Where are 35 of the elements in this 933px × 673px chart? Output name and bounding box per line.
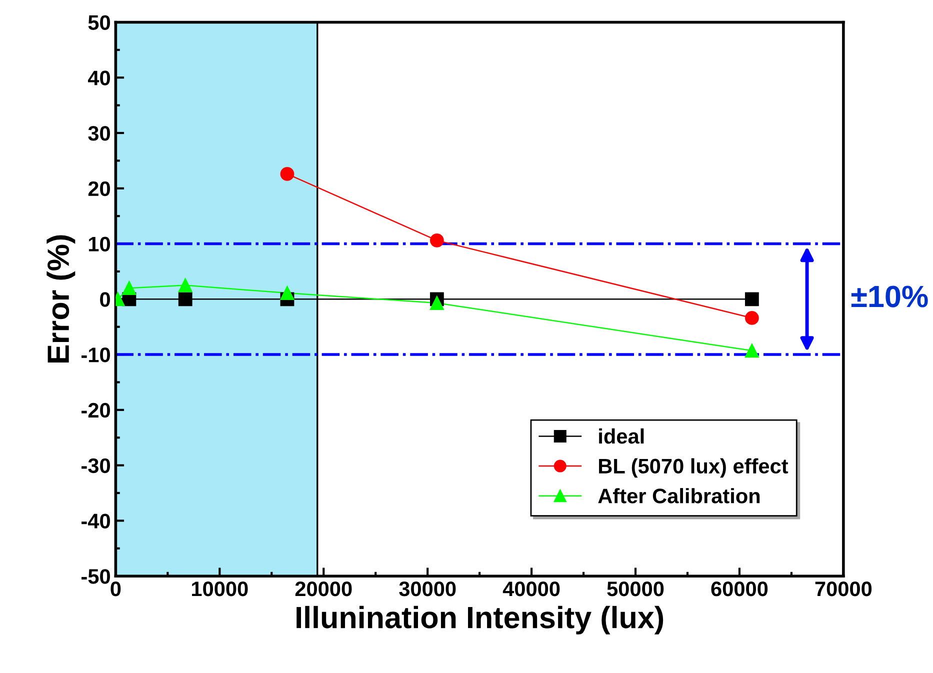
y-tick-label: -30 — [82, 458, 110, 474]
x-tick-label: 70000 — [815, 582, 872, 596]
point — [280, 167, 294, 181]
y-tick-label: 30 — [88, 126, 110, 141]
y-tick-label: 50 — [88, 15, 110, 30]
y-tick-label: 20 — [88, 181, 110, 196]
point — [745, 292, 759, 306]
x-tick-label: 60000 — [711, 582, 768, 596]
x-tick-label: 30000 — [399, 582, 456, 596]
point — [745, 311, 759, 325]
x-axis-title: Illunination Intensity (lux) — [296, 606, 664, 634]
y-tick-label: 0 — [100, 292, 110, 307]
point — [178, 292, 192, 306]
y-tick-label: 10 — [88, 236, 110, 252]
point — [430, 233, 444, 248]
x-tick-label: 50000 — [607, 582, 664, 596]
legend-label: After Calibration — [598, 488, 760, 504]
point — [280, 286, 294, 300]
y-tick-label: -10 — [82, 348, 110, 362]
y-tick-label: 40 — [88, 70, 110, 86]
y-tick-label: -20 — [82, 402, 110, 418]
x-tick-label: 0 — [110, 582, 121, 596]
y-tick-label: -50 — [82, 569, 110, 584]
point — [178, 278, 192, 292]
legend-label: BL (5070 lux) effect — [599, 458, 788, 478]
y-tick-label: -40 — [82, 514, 110, 528]
point — [430, 296, 444, 310]
x-tick-label: 10000 — [192, 582, 248, 596]
y-axis-title: Error (%) — [46, 235, 76, 362]
text: ±10% — [851, 286, 928, 308]
x-tick-label: 20000 — [295, 582, 352, 596]
point — [122, 281, 136, 296]
x-tick-label: 40000 — [502, 582, 560, 596]
legend-label: ideal — [599, 428, 644, 444]
point — [745, 344, 759, 358]
